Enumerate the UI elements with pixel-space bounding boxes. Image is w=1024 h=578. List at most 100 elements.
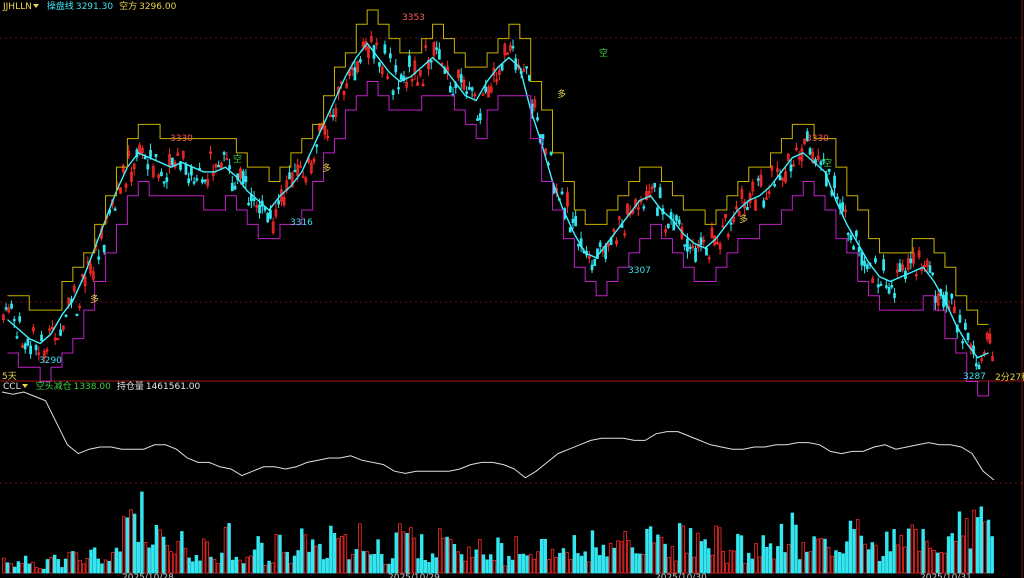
volume-bar <box>866 549 871 574</box>
symbol-selector[interactable]: JJHLLN <box>3 2 41 12</box>
line1-label: 操盘线 <box>46 2 74 12</box>
candle <box>710 227 714 239</box>
candle <box>410 79 414 82</box>
volume-bar <box>63 558 68 574</box>
volume-bar <box>874 544 878 574</box>
candle <box>607 243 610 247</box>
volume-bar <box>2 557 6 574</box>
signal-long-3: 多 <box>557 90 567 100</box>
volume-bar <box>623 531 627 574</box>
volume-bar <box>663 543 667 574</box>
volume-bar <box>568 559 573 574</box>
symbol-label: JJHLLN <box>3 2 32 12</box>
candle <box>61 325 65 330</box>
volume-bar <box>198 560 202 574</box>
volume-bar <box>82 563 86 574</box>
volume-bar <box>779 523 784 574</box>
volume-bar <box>347 559 351 574</box>
candle <box>751 181 755 192</box>
volume-bar <box>736 533 740 574</box>
candle <box>898 263 902 272</box>
candle <box>416 82 419 86</box>
candle <box>612 229 616 232</box>
volume-bar <box>274 534 279 574</box>
volume-bar <box>441 537 446 574</box>
candle <box>568 227 572 233</box>
volume-bar <box>107 560 111 574</box>
candle <box>805 131 809 142</box>
volume-bar <box>768 543 773 574</box>
volume-bar <box>212 558 217 574</box>
candle <box>656 207 659 216</box>
volume-bar <box>808 551 813 574</box>
candle <box>653 183 657 188</box>
high-label-3: 3330 <box>806 134 829 144</box>
candle <box>800 148 804 162</box>
candle <box>299 165 302 168</box>
candle <box>560 191 564 195</box>
candle <box>650 186 654 190</box>
candle <box>244 176 248 182</box>
candle <box>40 334 43 341</box>
volume-bar <box>587 561 591 574</box>
candle <box>282 197 286 206</box>
indicator-selector[interactable]: CCL <box>3 382 30 392</box>
volume-bar <box>252 549 257 574</box>
candle <box>438 49 441 60</box>
volume-bar <box>358 523 362 574</box>
volume-bar <box>489 554 493 574</box>
volume-bar <box>103 559 108 574</box>
candle <box>936 293 940 306</box>
candle <box>841 202 845 212</box>
candle <box>884 285 888 288</box>
candle <box>241 171 245 185</box>
candle <box>56 337 60 341</box>
candle <box>140 147 144 154</box>
candle <box>459 74 463 83</box>
volume-bar <box>398 523 402 574</box>
candle <box>642 206 646 209</box>
candle <box>707 257 711 260</box>
volume-bar <box>52 554 57 574</box>
candle <box>53 337 57 341</box>
candle <box>266 212 270 223</box>
volume-bar <box>507 555 511 574</box>
candle <box>315 144 319 147</box>
volume-bar <box>365 551 369 574</box>
candle <box>906 258 910 270</box>
volume-bar <box>209 556 213 574</box>
volume-bar <box>525 555 529 574</box>
candle <box>746 207 749 211</box>
candle <box>923 264 926 268</box>
candle <box>726 233 730 238</box>
volume-bar <box>528 554 533 574</box>
candle <box>991 356 995 361</box>
volume-bar <box>521 553 526 574</box>
candle <box>623 233 627 236</box>
candle <box>860 252 864 266</box>
candle <box>386 76 389 79</box>
candle <box>549 151 553 155</box>
candle <box>882 259 885 271</box>
volume-bar <box>369 554 373 574</box>
volume-bar <box>721 550 726 574</box>
volume-bar <box>696 532 700 574</box>
candle <box>228 165 231 170</box>
volume-bar <box>459 554 464 574</box>
candle <box>544 148 548 155</box>
volume-bar <box>605 556 609 574</box>
volume-bar <box>754 543 758 574</box>
candle <box>263 207 267 211</box>
volume-bar <box>318 543 322 574</box>
volume-bar <box>34 567 39 574</box>
volume-bar <box>845 541 849 574</box>
candle <box>7 307 11 313</box>
volume-bar <box>245 556 249 574</box>
candle <box>435 47 439 50</box>
volume-bar <box>310 539 315 574</box>
volume-bar <box>292 555 297 574</box>
candle <box>34 345 38 351</box>
volume-bar <box>928 547 933 574</box>
candle <box>345 83 349 88</box>
